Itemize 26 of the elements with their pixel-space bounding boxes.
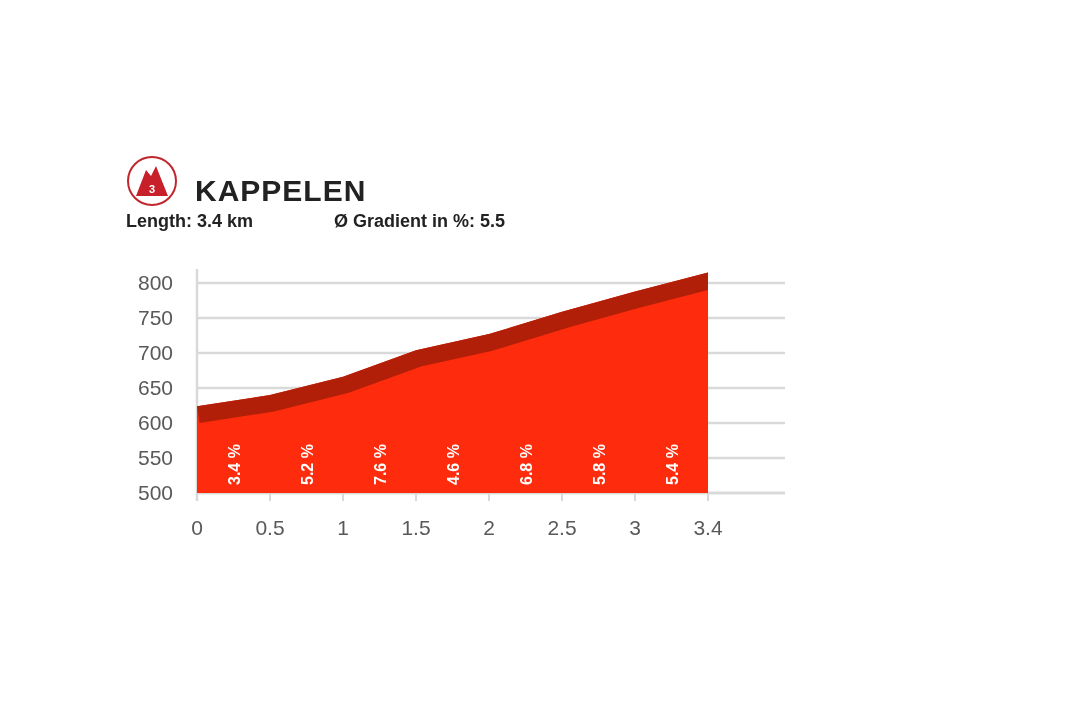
chart-subtitle: Length: 3.4 km <box>126 211 254 231</box>
mountain-icon: 3 <box>127 156 177 206</box>
annotation: 7.6 % <box>371 444 389 485</box>
annotation: 4.6 % <box>444 444 462 485</box>
annotation: 5.8 % <box>590 444 608 485</box>
x-tick-label: 3 <box>629 516 641 539</box>
chart-title: KAPPELEN <box>195 174 367 207</box>
x-tick-label: 1 <box>337 516 349 539</box>
y-tick-label: 500 <box>137 481 173 505</box>
x-tick-label: 0 <box>191 516 203 539</box>
text: Ø Gradient in %: 5.5 <box>334 211 506 231</box>
y-tick-label: 550 <box>137 446 173 470</box>
x-tick-label: 2 <box>483 516 495 539</box>
annotation: 5.4 % <box>663 444 681 485</box>
annotation: 5.2 % <box>298 444 316 485</box>
x-tick-label: 0.5 <box>255 516 285 539</box>
y-tick-label: 650 <box>137 376 173 400</box>
annotation: 3.4 % <box>225 444 243 485</box>
x-tick-label: 3.4 <box>693 516 723 539</box>
y-tick-label: 700 <box>137 341 173 365</box>
annotation: 6.8 % <box>517 444 535 485</box>
y-tick-label: 750 <box>137 306 173 330</box>
x-tick-label: 2.5 <box>547 516 577 539</box>
y-tick-label: 600 <box>137 411 173 435</box>
x-tick-label: 1.5 <box>401 516 431 539</box>
y-tick-label: 800 <box>137 271 173 295</box>
